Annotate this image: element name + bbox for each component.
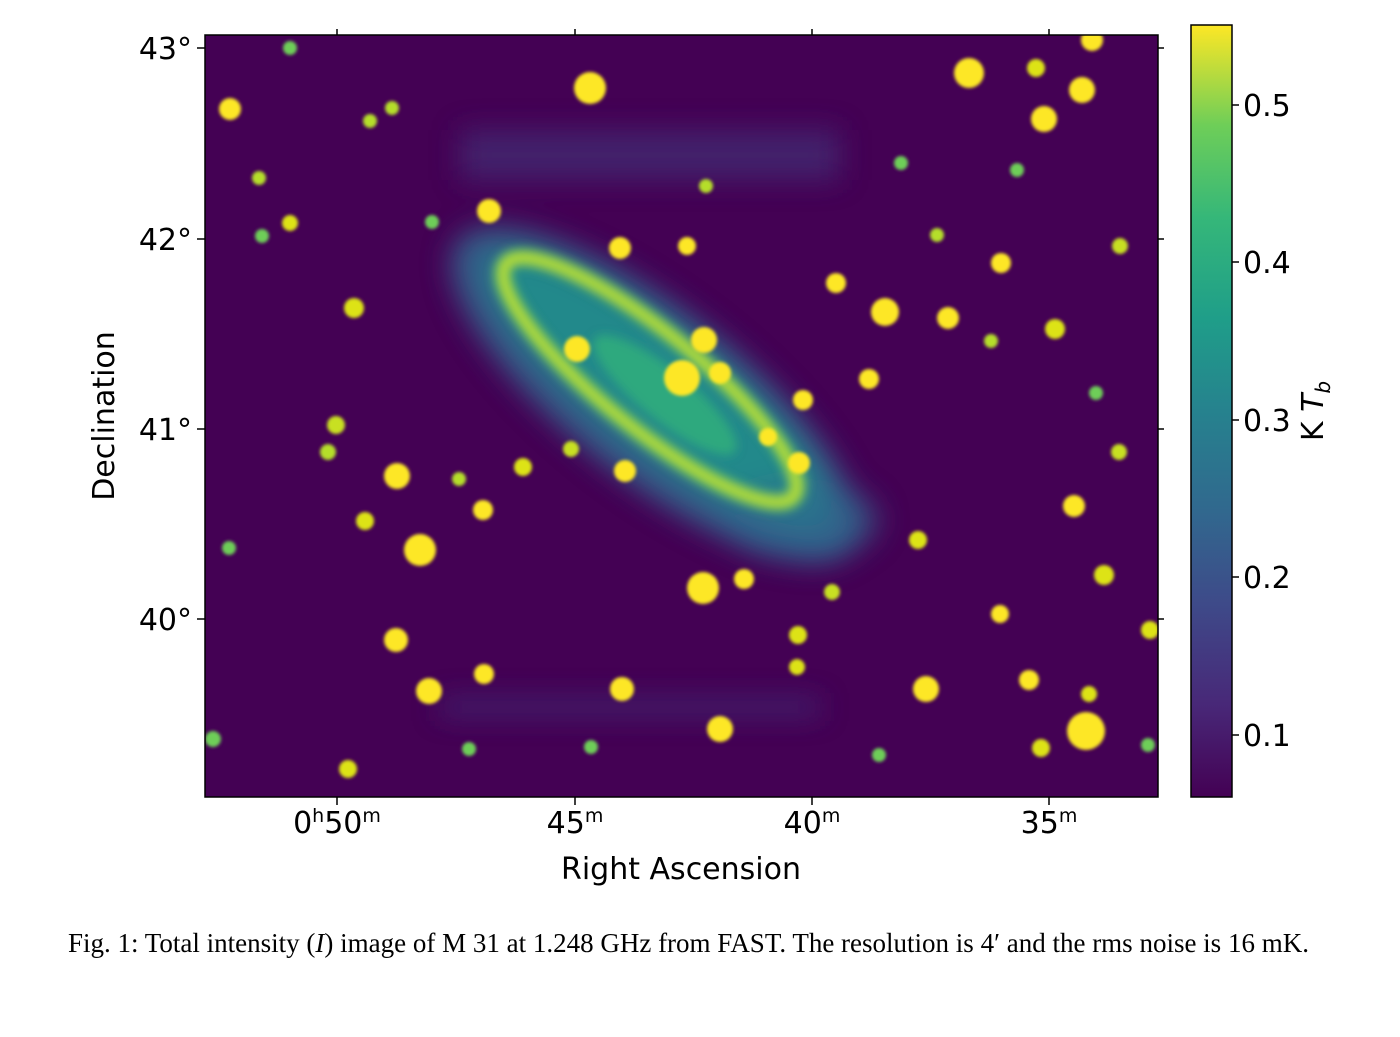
y-tick-label: 40° bbox=[139, 603, 192, 638]
x-tick-label: 0h50m bbox=[293, 805, 381, 841]
x-tick-label: 35m bbox=[1021, 805, 1078, 841]
caption-resolution: 4′ bbox=[980, 928, 1000, 958]
colorbar-label: K Tb bbox=[1296, 381, 1335, 441]
axis-ticks bbox=[197, 29, 1164, 805]
y-tick-label: 43° bbox=[139, 32, 192, 67]
intensity-map: 43° 42° 41° 40° 0h50m 45m 40m 35m Right … bbox=[87, 29, 1164, 887]
caption-text-after: and the rms noise is 16 mK. bbox=[999, 928, 1309, 958]
colorbar-tick-label: 0.4 bbox=[1243, 246, 1291, 281]
colorbar-tick-label: 0.1 bbox=[1243, 719, 1291, 754]
y-axis-title: Declination bbox=[87, 331, 122, 501]
y-tick-label: 41° bbox=[139, 413, 192, 448]
x-tick-label: 40m bbox=[784, 805, 841, 841]
plot-frame bbox=[204, 34, 1159, 798]
caption-label: Fig. 1: bbox=[68, 928, 139, 958]
figure: 43° 42° 41° 40° 0h50m 45m 40m 35m Right … bbox=[87, 24, 1335, 887]
y-tick-label: 42° bbox=[139, 223, 192, 258]
figure-caption: Fig. 1: Total intensity (I) image of M 3… bbox=[68, 925, 1353, 961]
x-tick-label: 45m bbox=[547, 805, 604, 841]
colorbar-gradient bbox=[1190, 24, 1233, 798]
colorbar: 0.5 0.4 0.3 0.2 0.1 K Tb bbox=[1190, 24, 1335, 798]
caption-text-middle: ) image of M 31 at 1.248 GHz from FAST. … bbox=[324, 928, 981, 958]
galaxy-ring bbox=[494, 248, 806, 512]
x-axis-title: Right Ascension bbox=[561, 852, 801, 887]
colorbar-tick-label: 0.2 bbox=[1243, 561, 1291, 596]
colorbar-tick-label: 0.5 bbox=[1243, 89, 1291, 124]
caption-text-before: Total intensity ( bbox=[144, 928, 316, 958]
point-sources bbox=[205, 35, 1158, 778]
colorbar-tick-label: 0.3 bbox=[1243, 404, 1291, 439]
caption-symbol: I bbox=[315, 928, 325, 958]
